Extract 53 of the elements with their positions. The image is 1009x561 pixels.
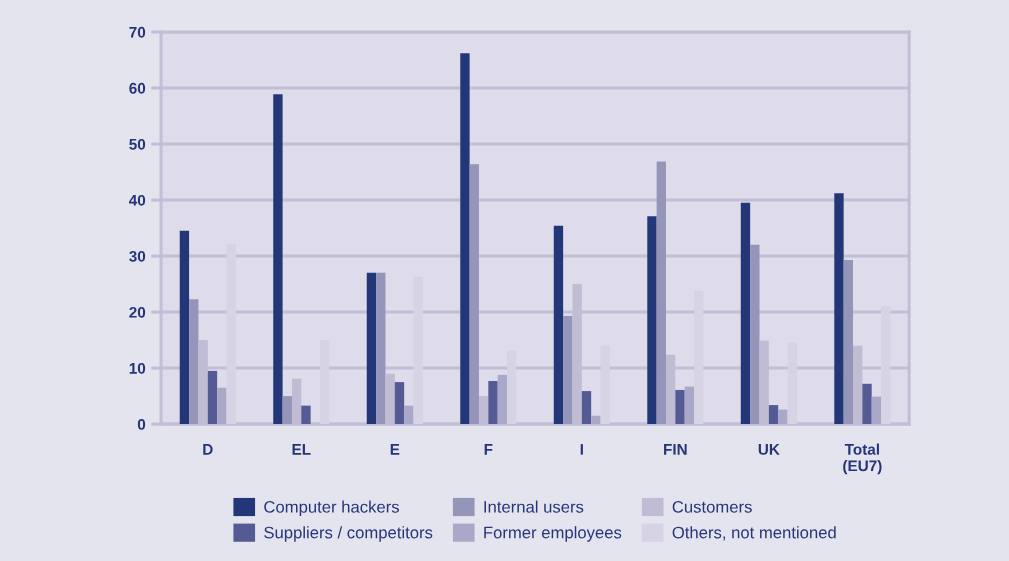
bar bbox=[488, 380, 498, 425]
bar bbox=[843, 259, 853, 425]
bar bbox=[189, 299, 199, 425]
bar bbox=[675, 389, 685, 425]
x-tick-label: FIN bbox=[664, 444, 687, 455]
y-tick-label: 70 bbox=[129, 26, 146, 38]
bar bbox=[366, 272, 377, 425]
bar bbox=[217, 387, 227, 425]
bar bbox=[273, 94, 283, 425]
legend-label: Customers bbox=[672, 500, 752, 513]
y-tick-label: 10 bbox=[129, 362, 146, 374]
legend-label: Suppliers / competitors bbox=[264, 526, 433, 542]
x-tick-label: E bbox=[390, 444, 400, 455]
bar bbox=[207, 370, 218, 425]
bar bbox=[656, 161, 666, 425]
legend-label: Others, not mentioned bbox=[672, 526, 836, 541]
bar bbox=[871, 396, 882, 425]
bar bbox=[282, 396, 292, 425]
legend-label: Former employees bbox=[484, 526, 622, 542]
bar bbox=[553, 225, 564, 425]
legend-label: Computer hackers bbox=[264, 500, 399, 517]
y-tick-label: 0 bbox=[137, 418, 146, 430]
x-tick-label: I bbox=[580, 444, 583, 455]
bar bbox=[647, 216, 657, 425]
bar bbox=[862, 383, 872, 425]
bar bbox=[301, 405, 311, 425]
bar bbox=[778, 409, 788, 425]
bar bbox=[469, 164, 479, 425]
y-tick-label: 50 bbox=[129, 138, 146, 150]
y-tick-label: 30 bbox=[129, 250, 146, 262]
bar bbox=[581, 391, 592, 425]
legend-label: Internal users bbox=[484, 500, 584, 513]
bar bbox=[394, 382, 405, 425]
bar bbox=[497, 374, 508, 425]
bar bbox=[684, 386, 695, 425]
y-tick-label: 20 bbox=[129, 306, 146, 318]
bar bbox=[740, 202, 751, 425]
y-tick-label: 40 bbox=[129, 194, 146, 206]
y-tick-label: 60 bbox=[129, 82, 146, 94]
x-tick-label: Total (EU7) bbox=[843, 443, 882, 475]
bar bbox=[834, 193, 844, 425]
bar bbox=[750, 244, 760, 425]
bar bbox=[768, 405, 779, 425]
bar bbox=[376, 272, 386, 425]
bar bbox=[404, 405, 414, 425]
bar bbox=[591, 415, 601, 425]
x-tick-label: D bbox=[203, 444, 213, 455]
x-tick-label: UK bbox=[758, 444, 780, 455]
x-tick-label: F bbox=[484, 444, 493, 455]
x-tick-label: EL bbox=[292, 444, 311, 455]
bar bbox=[460, 53, 470, 425]
bar bbox=[179, 230, 190, 425]
bar bbox=[563, 316, 573, 425]
